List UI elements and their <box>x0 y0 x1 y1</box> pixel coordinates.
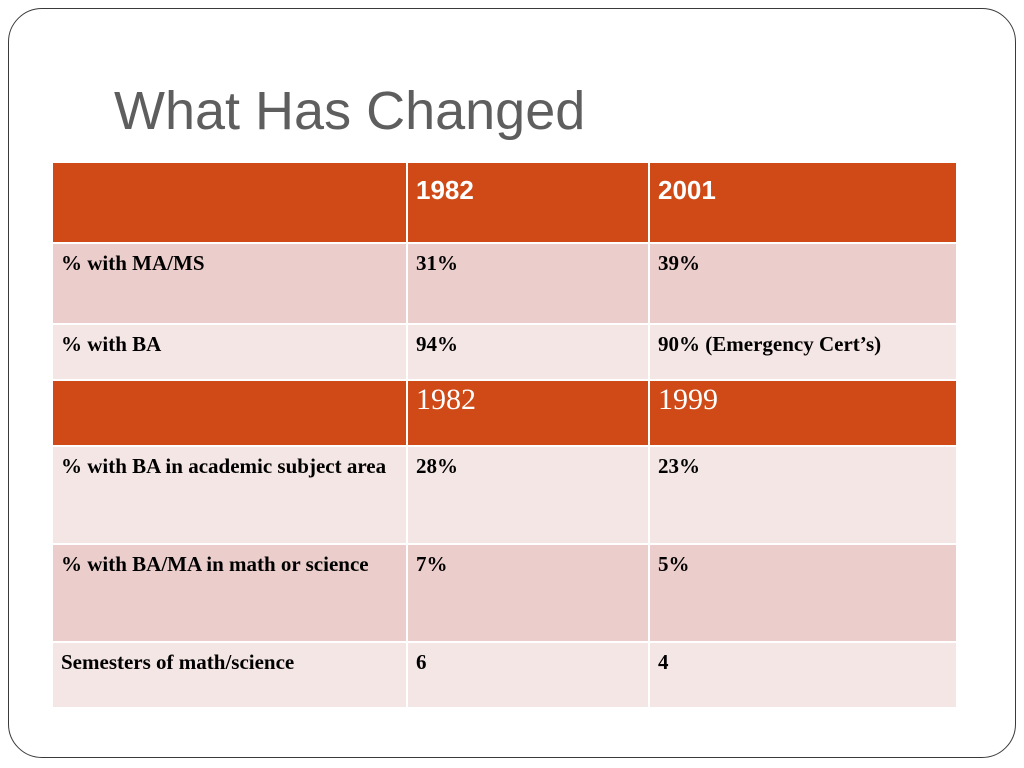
cell-value: 6 <box>416 650 427 674</box>
header-cell-text <box>53 381 406 385</box>
row-label: % with BA/MA in math or science <box>61 552 369 576</box>
cell-value: 39% <box>658 251 700 275</box>
table-row: % with BA/MA in math or science 7% 5% <box>51 543 958 643</box>
table-row: % with BA in academic subject area 28% 2… <box>51 445 958 545</box>
table-row: % with MA/MS 31% 39% <box>51 242 958 325</box>
table-row: Semesters of math/science 6 4 <box>51 641 958 709</box>
header-cell-empty <box>51 161 408 244</box>
value-cell: 5% <box>648 543 958 643</box>
slide-title: What Has Changed <box>114 81 586 141</box>
row-label: Semesters of math/science <box>61 650 295 674</box>
comparison-table: 1982 2001 % with MA/MS 31% 39% % with BA… <box>51 161 958 709</box>
row-label: % with BA in academic subject area <box>61 454 387 478</box>
value-cell: 31% <box>406 242 650 325</box>
row-label-cell: % with BA/MA in math or science <box>51 543 408 643</box>
cell-value: 94% <box>416 332 458 356</box>
cell-value: 31% <box>416 251 458 275</box>
value-cell: 90% (Emergency Cert’s) <box>648 323 958 381</box>
header-cell-year: 1982 <box>406 379 650 447</box>
cell-value: 28% <box>416 454 458 478</box>
header-cell-year: 1999 <box>648 379 958 447</box>
row-label-cell: % with BA in academic subject area <box>51 445 408 545</box>
table-row: % with BA 94% 90% (Emergency Cert’s) <box>51 323 958 381</box>
header-cell-text: 1982 <box>416 383 476 416</box>
value-cell: 28% <box>406 445 650 545</box>
cell-value: 4 <box>658 650 669 674</box>
value-cell: 6 <box>406 641 650 709</box>
header-cell-empty <box>51 379 408 447</box>
cell-value: 7% <box>416 552 448 576</box>
row-label: % with MA/MS <box>61 251 205 275</box>
value-cell: 7% <box>406 543 650 643</box>
header-cell-text: 1982 <box>416 175 474 205</box>
row-label: % with BA <box>61 332 162 356</box>
header-cell-text: 1999 <box>658 383 718 416</box>
header-cell-year: 1982 <box>406 161 650 244</box>
header-cell-text <box>53 163 406 175</box>
value-cell: 94% <box>406 323 650 381</box>
cell-value: 5% <box>658 552 690 576</box>
value-cell: 39% <box>648 242 958 325</box>
header-cell-text: 2001 <box>658 175 716 205</box>
cell-value: 90% (Emergency Cert’s) <box>658 332 882 356</box>
table-header-row: 1982 1999 <box>51 379 958 447</box>
row-label-cell: % with MA/MS <box>51 242 408 325</box>
value-cell: 4 <box>648 641 958 709</box>
row-label-cell: Semesters of math/science <box>51 641 408 709</box>
header-cell-year: 2001 <box>648 161 958 244</box>
table-header-row: 1982 2001 <box>51 161 958 244</box>
row-label-cell: % with BA <box>51 323 408 381</box>
value-cell: 23% <box>648 445 958 545</box>
cell-value: 23% <box>658 454 700 478</box>
